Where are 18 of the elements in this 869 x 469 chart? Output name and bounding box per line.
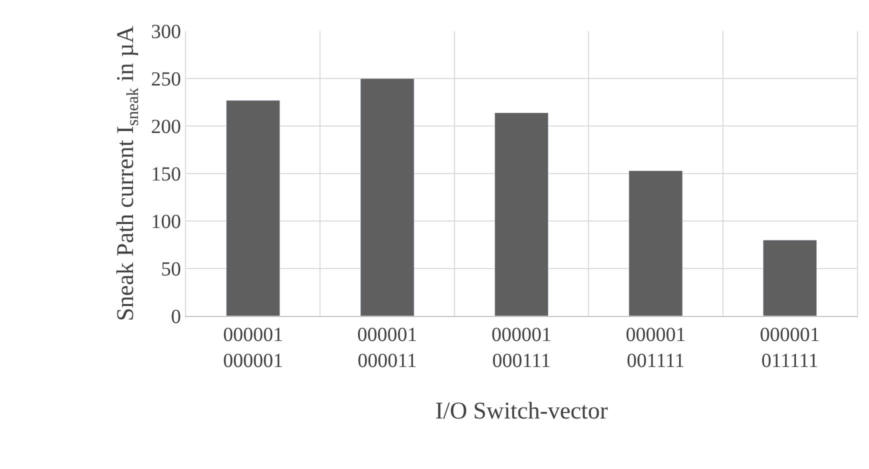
bar <box>226 100 280 316</box>
bar <box>762 240 817 316</box>
x-tick-label: 000001 000111 <box>492 324 552 372</box>
bar <box>628 170 683 316</box>
bar <box>494 112 549 316</box>
y-tick-label: 150 <box>151 164 181 186</box>
bar <box>360 78 414 316</box>
x-axis-title: I/O Switch-vector <box>435 398 608 424</box>
y-tick-label: 200 <box>151 116 181 138</box>
x-tick-label: 000001 011111 <box>760 324 820 372</box>
y-tick-label: 0 <box>171 306 181 328</box>
x-tick-label: 000001 001111 <box>626 324 686 372</box>
x-tick-label: 000001 000011 <box>357 324 418 372</box>
y-tick-label: 250 <box>151 68 181 90</box>
y-tick-label: 100 <box>151 211 181 233</box>
y-tick-label: 50 <box>161 258 181 280</box>
x-tick-label: 000001 000001 <box>223 324 284 372</box>
y-tick-label: 300 <box>151 21 181 43</box>
